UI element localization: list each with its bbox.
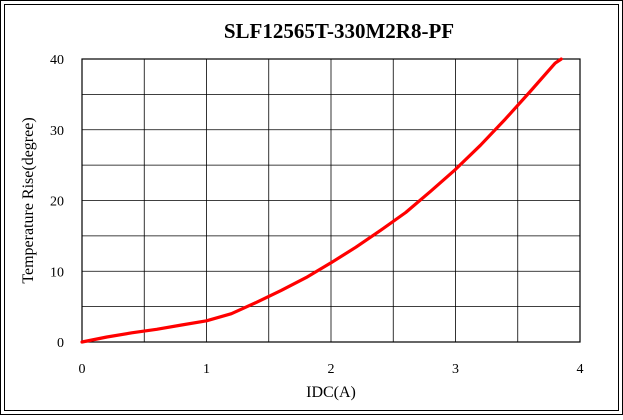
chart-title: SLF12565T-330M2R8-PF [224,19,454,43]
x-tick-label: 0 [79,362,86,377]
x-tick-label: 3 [452,362,459,377]
y-tick-label: 10 [50,265,64,280]
x-axis-title: IDC(A) [306,384,356,401]
y-tick-label: 0 [57,336,64,351]
series-line [80,57,563,344]
x-tick-label: 4 [577,362,584,377]
y-tick-label: 20 [50,195,64,210]
y-axis-title: Temperature Rise(degree) [20,117,37,283]
x-tick-label: 2 [328,362,335,377]
plot-area [81,58,581,343]
y-tick-label: 40 [50,53,64,68]
y-tick-label: 30 [50,124,64,139]
inner-frame [4,4,619,411]
series-layer [80,57,563,344]
x-tick-label: 1 [203,362,210,377]
